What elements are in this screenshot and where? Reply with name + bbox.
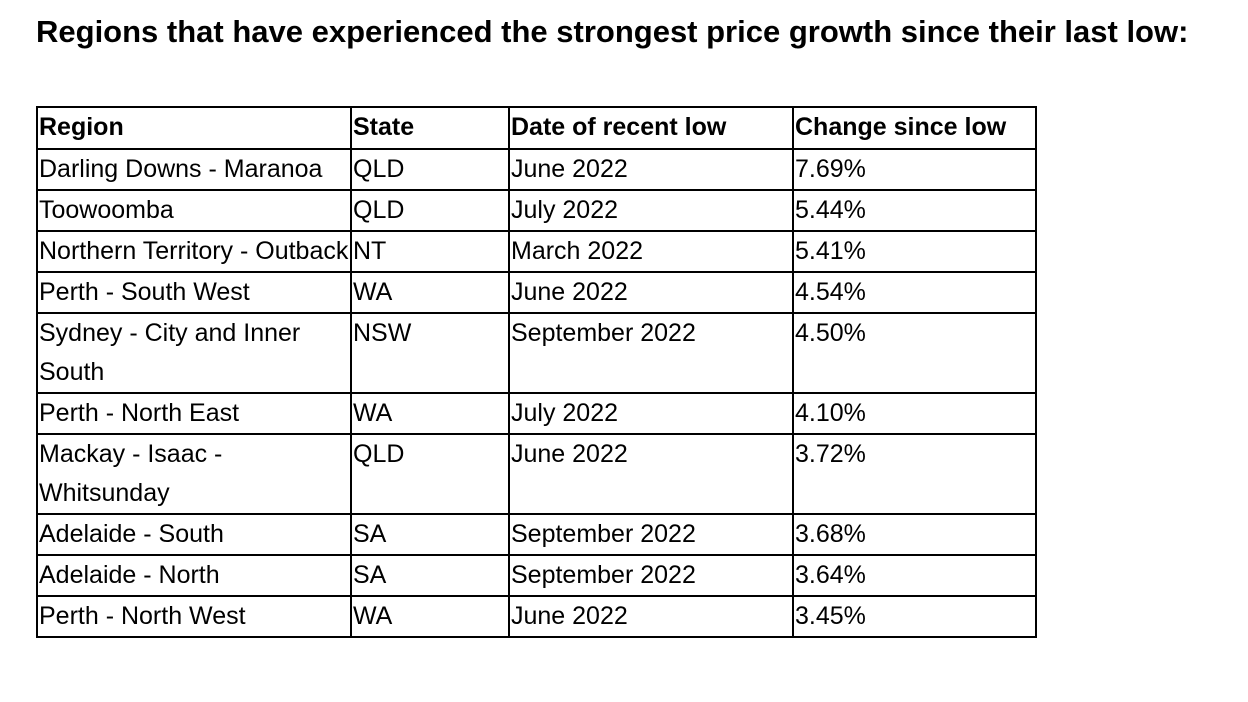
table-row: Adelaide - South SA September 2022 3.68%	[36, 513, 1037, 556]
table-row: Perth - South West WA June 2022 4.54%	[36, 271, 1037, 314]
header-state: State	[350, 106, 510, 150]
cell-state: QLD	[350, 189, 510, 232]
cell-state: NSW	[350, 312, 510, 394]
cell-state: WA	[350, 392, 510, 435]
price-growth-table: Region State Date of recent low Change s…	[36, 106, 1037, 638]
page-heading: Regions that have experienced the strong…	[36, 14, 1189, 49]
cell-change: 4.50%	[792, 312, 1037, 394]
cell-change: 3.68%	[792, 513, 1037, 556]
cell-change: 7.69%	[792, 148, 1037, 191]
cell-region: Adelaide - South	[36, 513, 352, 556]
cell-change: 3.64%	[792, 554, 1037, 597]
cell-date: September 2022	[508, 554, 794, 597]
cell-state: SA	[350, 554, 510, 597]
cell-state: NT	[350, 230, 510, 273]
cell-region: Sydney - City and Inner South	[36, 312, 352, 394]
table-row: Perth - North East WA July 2022 4.10%	[36, 392, 1037, 435]
cell-date: September 2022	[508, 312, 794, 394]
table-row: Toowoomba QLD July 2022 5.44%	[36, 189, 1037, 232]
cell-date: June 2022	[508, 148, 794, 191]
cell-state: QLD	[350, 148, 510, 191]
table-row: Northern Territory - Outback NT March 20…	[36, 230, 1037, 273]
cell-region: Perth - South West	[36, 271, 352, 314]
cell-date: March 2022	[508, 230, 794, 273]
header-change-since-low: Change since low	[792, 106, 1037, 150]
cell-region: Perth - North East	[36, 392, 352, 435]
cell-date: July 2022	[508, 392, 794, 435]
cell-region: Darling Downs - Maranoa	[36, 148, 352, 191]
cell-date: June 2022	[508, 595, 794, 638]
table-row: Darling Downs - Maranoa QLD June 2022 7.…	[36, 148, 1037, 191]
cell-change: 5.41%	[792, 230, 1037, 273]
cell-state: SA	[350, 513, 510, 556]
table-row: Mackay - Isaac - Whitsunday QLD June 202…	[36, 433, 1037, 515]
header-date-of-recent-low: Date of recent low	[508, 106, 794, 150]
cell-region: Mackay - Isaac - Whitsunday	[36, 433, 352, 515]
cell-date: July 2022	[508, 189, 794, 232]
cell-region: Adelaide - North	[36, 554, 352, 597]
cell-change: 4.54%	[792, 271, 1037, 314]
cell-state: WA	[350, 271, 510, 314]
cell-change: 4.10%	[792, 392, 1037, 435]
cell-change: 5.44%	[792, 189, 1037, 232]
cell-state: QLD	[350, 433, 510, 515]
table-row: Adelaide - North SA September 2022 3.64%	[36, 554, 1037, 597]
header-region: Region	[36, 106, 352, 150]
table-row: Sydney - City and Inner South NSW Septem…	[36, 312, 1037, 394]
cell-state: WA	[350, 595, 510, 638]
table-header-row: Region State Date of recent low Change s…	[36, 106, 1037, 150]
cell-date: June 2022	[508, 433, 794, 515]
cell-change: 3.72%	[792, 433, 1037, 515]
table-row: Perth - North West WA June 2022 3.45%	[36, 595, 1037, 638]
cell-region: Northern Territory - Outback	[36, 230, 352, 273]
cell-region: Perth - North West	[36, 595, 352, 638]
cell-date: September 2022	[508, 513, 794, 556]
cell-date: June 2022	[508, 271, 794, 314]
cell-region: Toowoomba	[36, 189, 352, 232]
cell-change: 3.45%	[792, 595, 1037, 638]
